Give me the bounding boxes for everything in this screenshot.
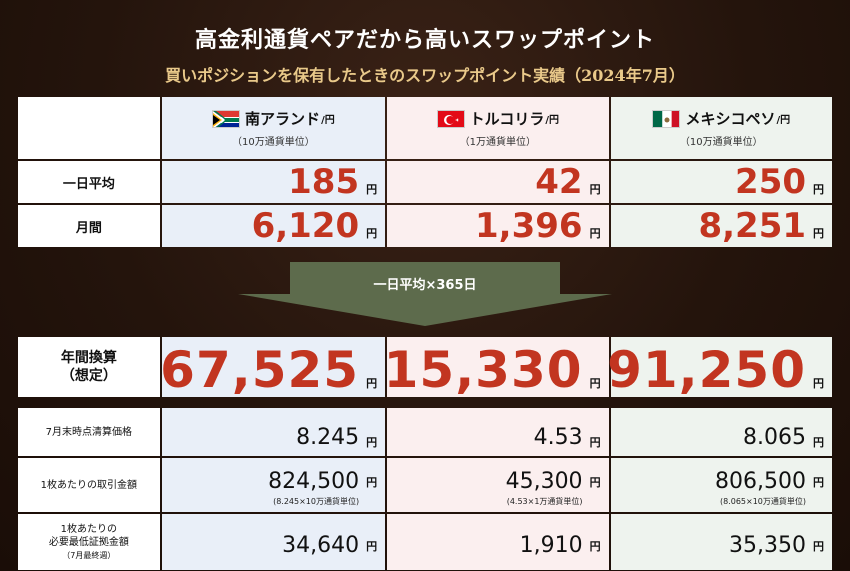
trade-label: 1枚あたりの取引金額 bbox=[18, 458, 160, 512]
daily-average-row: 一日平均 185 円 42 円 250 円 bbox=[18, 161, 833, 203]
south-africa-flag-icon bbox=[212, 109, 241, 128]
header-try: トルコリラ /円 （1万通貨単位） bbox=[387, 97, 609, 159]
currency-header-row: 南アランド /円 （10万通貨単位） トルコリラ /円 （1万通貨単位） bbox=[18, 97, 833, 159]
annual-value-mxn: 91,250 bbox=[607, 341, 807, 399]
trade-amount-row: 1枚あたりの取引金額 824,500 円 (8.245×10万通貨単位) 45,30… bbox=[18, 458, 833, 512]
yen-unit: 円 bbox=[813, 183, 825, 196]
currency-name: メキシコペソ bbox=[685, 110, 776, 128]
arrow-label: 一日平均×365日 bbox=[373, 278, 477, 293]
header-empty-cell bbox=[18, 97, 160, 159]
price-value-zar: 8.245 bbox=[296, 425, 360, 450]
margin-value-try: 1,910 bbox=[519, 533, 583, 558]
monthly-value-mxn: 8,251 bbox=[698, 206, 807, 246]
trade-note-try: (4.53×1万通貨単位) bbox=[506, 497, 583, 506]
annual-label: 年間換算 （想定） bbox=[18, 337, 160, 397]
yen-unit: 円 bbox=[366, 183, 378, 196]
yen-unit: 円 bbox=[589, 227, 601, 240]
trade-value-try: 45,300 bbox=[505, 469, 583, 494]
lot-size: （10万通貨単位） bbox=[679, 137, 763, 148]
annual-value-try: 15,330 bbox=[383, 341, 583, 399]
annual-value-zar: 67,525 bbox=[160, 341, 360, 399]
trade-value-zar: 824,500 bbox=[268, 469, 360, 494]
annual-table: 年間換算 （想定） 67,525 円 15,330 円 91,250 円 bbox=[18, 337, 833, 399]
mexico-flag-icon bbox=[652, 109, 681, 128]
down-arrow-icon: 一日平均×365日 bbox=[238, 262, 612, 326]
turkey-flag-icon bbox=[436, 109, 465, 128]
yen-unit: 円 bbox=[589, 377, 601, 390]
price-row: 7月末時点清算価格 8.245 円 4.53 円 8.065 円 bbox=[18, 408, 833, 456]
margin-value-zar: 34,640 bbox=[282, 533, 360, 558]
header-zar: 南アランド /円 （10万通貨単位） bbox=[161, 97, 386, 159]
price-table: 7月末時点清算価格 8.245 円 4.53 円 8.065 円 1枚あたりの取引金額… bbox=[18, 408, 833, 570]
monthly-label: 月間 bbox=[18, 205, 160, 247]
daily-value-try: 42 bbox=[535, 162, 583, 202]
price-value-mxn: 8.065 bbox=[743, 425, 807, 450]
margin-value-mxn: 35,350 bbox=[729, 533, 807, 558]
yen-unit: 円 bbox=[366, 227, 378, 240]
swap-table-top: 南アランド /円 （10万通貨単位） トルコリラ /円 （1万通貨単位） bbox=[18, 97, 833, 249]
trade-value-mxn: 806,500 bbox=[715, 469, 807, 494]
currency-name: 南アランド bbox=[245, 110, 321, 128]
currency-name: トルコリラ bbox=[469, 110, 545, 128]
trade-note-mxn: (8.065×10万通貨単位) bbox=[719, 497, 807, 506]
yen-unit: 円 bbox=[813, 377, 825, 390]
page-title: 高金利通貨ペアだから高いスワップポイント bbox=[194, 27, 655, 53]
monthly-value-zar: 6,120 bbox=[251, 206, 360, 246]
daily-label: 一日平均 bbox=[18, 161, 160, 203]
margin-row: 1枚あたりの 必要最低証拠金額 （7月最終週） 34,640 円 1,910 円 3… bbox=[18, 514, 833, 570]
yen-unit: 円 bbox=[589, 183, 601, 196]
trade-note-zar: (8.245×10万通貨単位) bbox=[273, 497, 360, 506]
price-value-try: 4.53 bbox=[533, 425, 583, 450]
lot-size: （10万通貨単位） bbox=[232, 137, 315, 148]
annual-row: 年間換算 （想定） 67,525 円 15,330 円 91,250 円 bbox=[18, 337, 833, 399]
page-subtitle: 買いポジションを保有したときのスワップポイント実績（2024年7月） bbox=[165, 66, 685, 85]
margin-label: 1枚あたりの 必要最低証拠金額 （7月最終週） bbox=[18, 514, 160, 570]
daily-value-mxn: 250 bbox=[735, 162, 807, 202]
yen-unit: 円 bbox=[813, 227, 825, 240]
header-mxn: メキシコペソ /円 （10万通貨単位） bbox=[610, 97, 833, 159]
monthly-row: 月間 6,120 円 1,396 円 8,251 円 bbox=[18, 205, 833, 247]
price-label: 7月末時点清算価格 bbox=[18, 408, 160, 456]
monthly-value-try: 1,396 bbox=[475, 206, 583, 246]
daily-value-zar: 185 bbox=[288, 162, 360, 202]
yen-unit: 円 bbox=[366, 377, 378, 390]
lot-size: （1万通貨単位） bbox=[459, 137, 537, 148]
